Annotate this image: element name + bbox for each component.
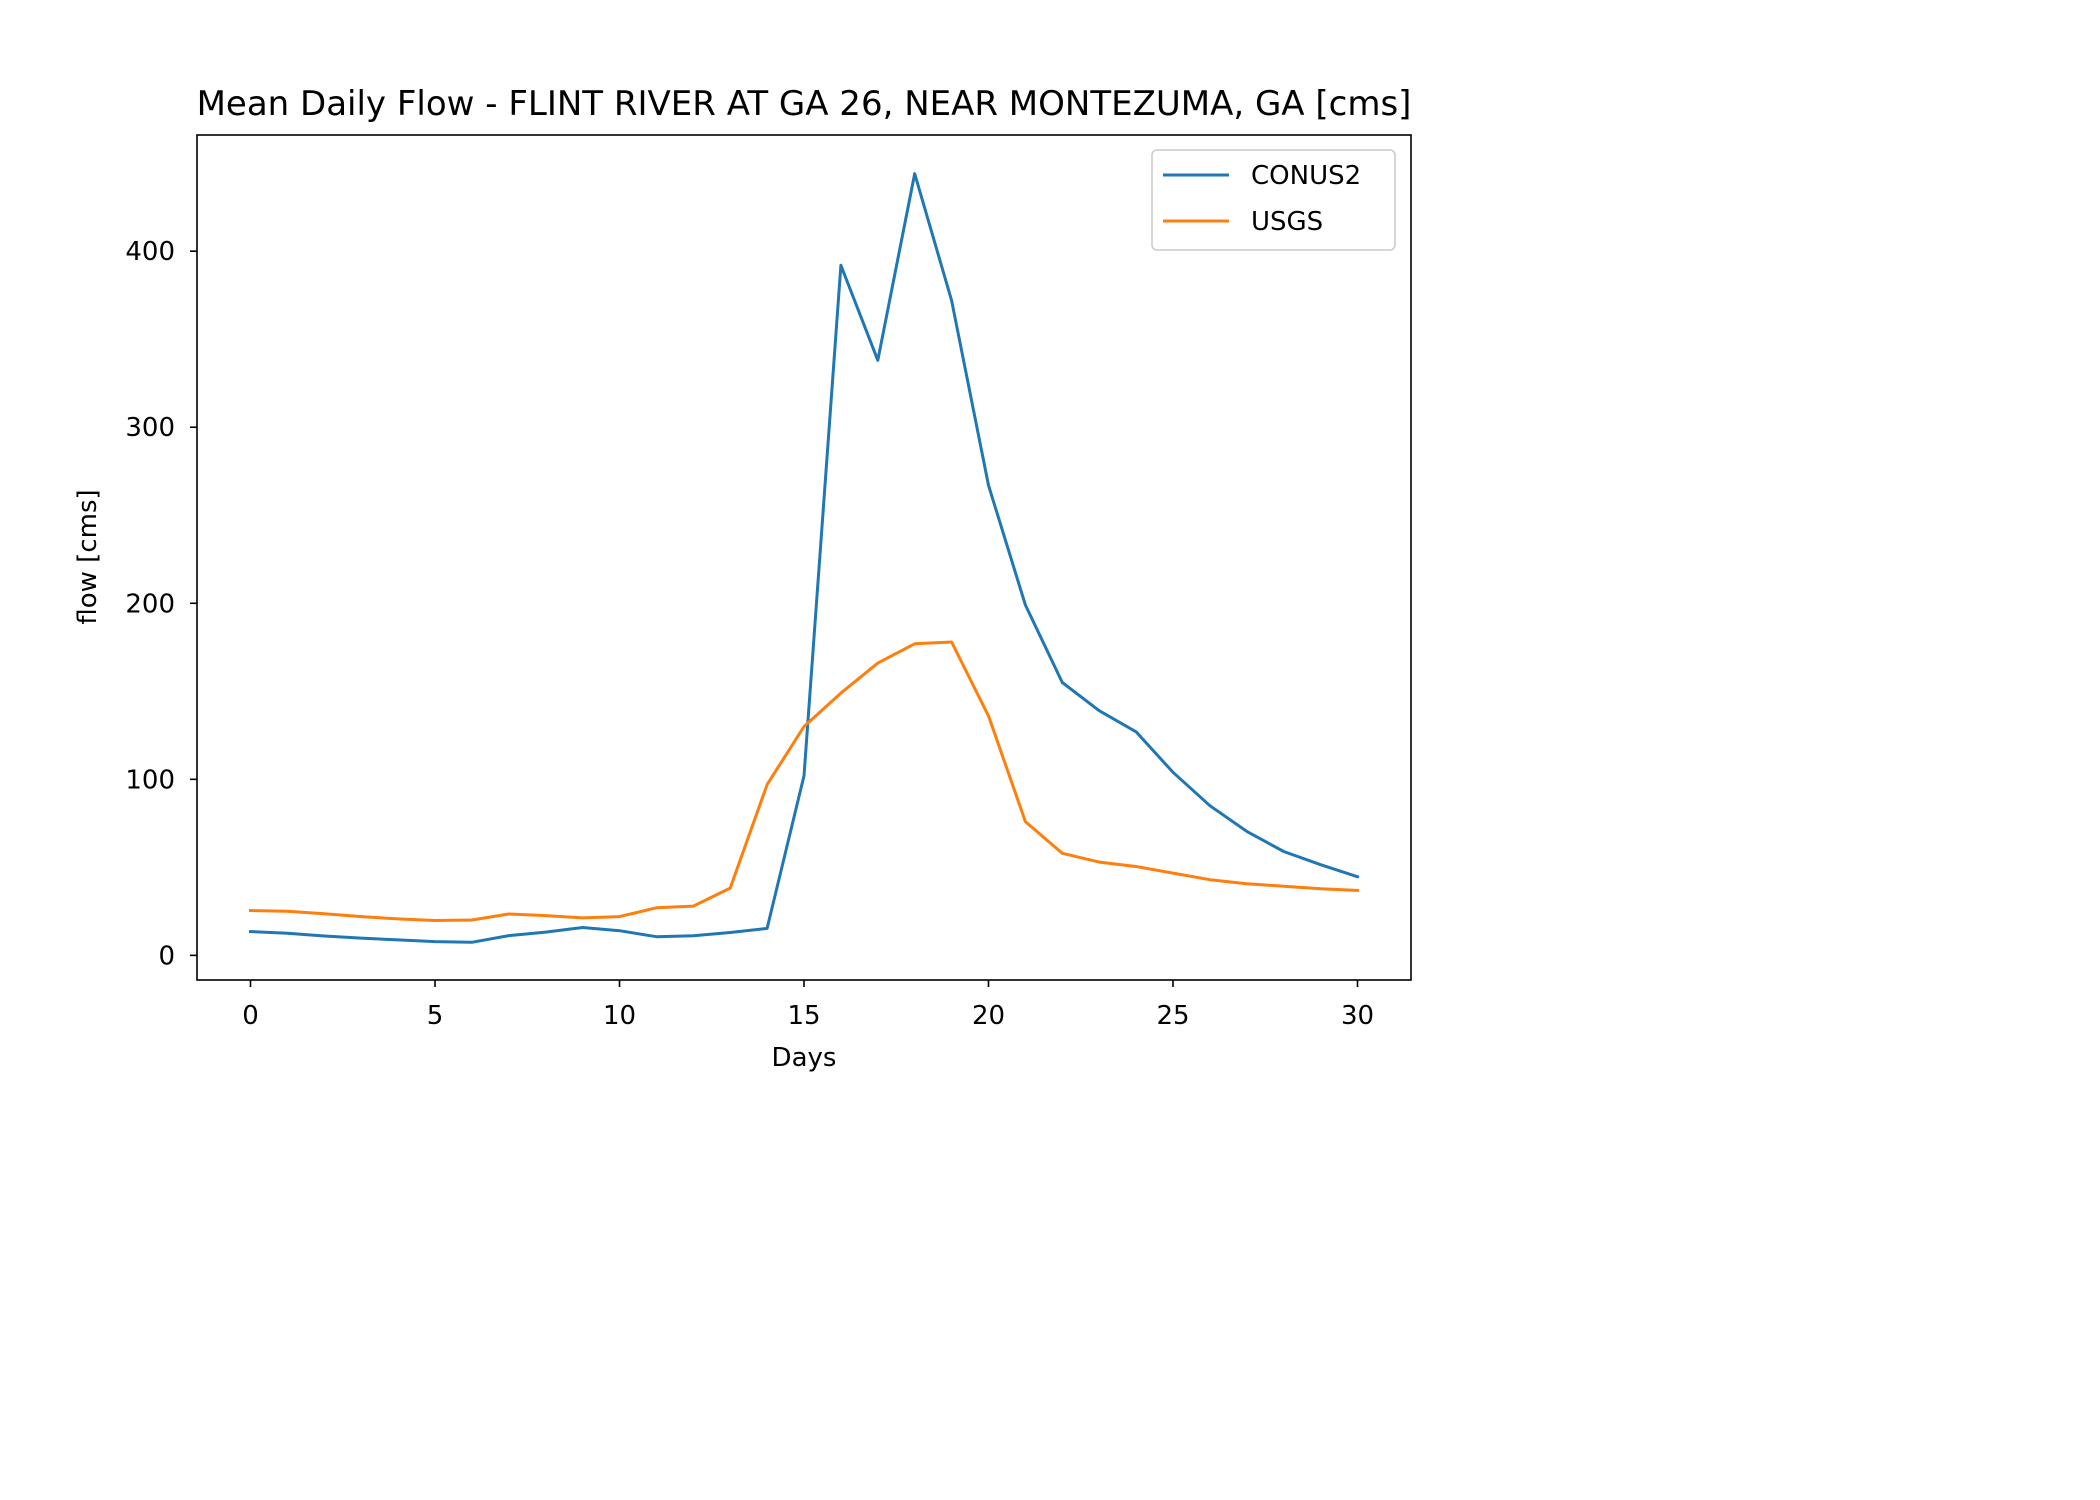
x-tick-label: 5 [427, 1001, 444, 1031]
x-axis: 0 5 10 15 20 25 30 [242, 980, 1374, 1031]
y-tick-label: 0 [158, 941, 175, 971]
x-tick-label: 15 [787, 1001, 820, 1031]
x-axis-label: Days [772, 1043, 837, 1073]
x-tick-label: 30 [1341, 1001, 1374, 1031]
x-tick-label: 20 [972, 1001, 1005, 1031]
y-tick-label: 200 [125, 589, 175, 619]
x-tick-label: 10 [603, 1001, 636, 1031]
x-tick-label: 0 [242, 1001, 259, 1031]
y-axis: 0 100 200 300 400 [125, 237, 197, 971]
y-axis-label: flow [cms] [73, 489, 103, 624]
chart-title: Mean Daily Flow - FLINT RIVER AT GA 26, … [197, 84, 1412, 124]
series-layer [248, 172, 1360, 944]
series-line-usgs [248, 640, 1360, 922]
line-chart: Mean Daily Flow - FLINT RIVER AT GA 26, … [73, 84, 1412, 1073]
legend: CONUS2 USGS [1151, 149, 1396, 251]
y-tick-label: 300 [125, 413, 175, 443]
series-line-conus2 [248, 172, 1360, 944]
legend-label-conus2: CONUS2 [1251, 161, 1361, 191]
y-tick-label: 400 [125, 237, 175, 267]
legend-label-usgs: USGS [1251, 207, 1323, 237]
y-tick-label: 100 [125, 765, 175, 795]
x-tick-label: 25 [1156, 1001, 1189, 1031]
